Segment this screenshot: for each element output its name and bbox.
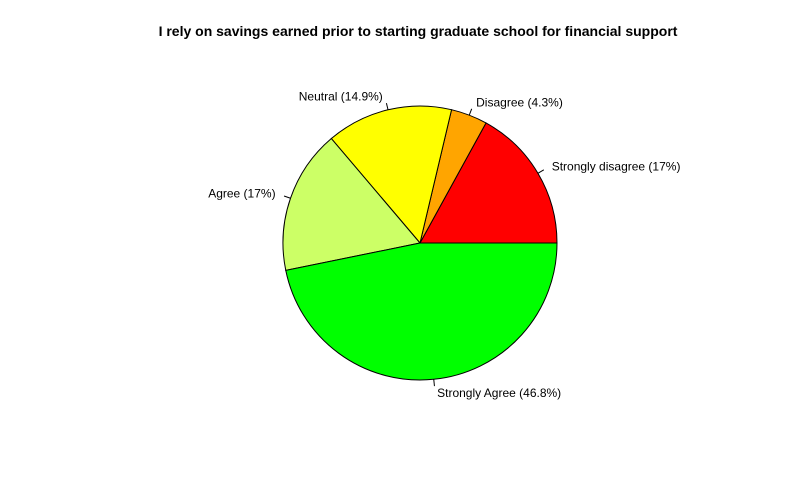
leader-line-strongly-disagree (537, 169, 545, 174)
slice-label-disagree: Disagree (4.3%) (476, 95, 563, 109)
leader-line-agree (283, 195, 291, 199)
slice-label-agree: Agree (17%) (208, 187, 275, 201)
pie-slice-strongly-disagree (419, 122, 558, 244)
slice-label-strongly-disagree: Strongly disagree (17%) (552, 159, 681, 173)
chart-title: I rely on savings earned prior to starti… (159, 23, 678, 39)
leader-line-strongly-agree (433, 379, 435, 387)
pie-labels: Strongly disagree (17%) Disagree (4.3%) Ne… (208, 89, 680, 399)
slice-label-strongly-agree: Strongly Agree (46.8%) (437, 386, 561, 400)
leader-line-disagree (468, 108, 473, 116)
pie-slice-strongly-agree (285, 242, 558, 381)
slice-label-neutral: Neutral (14.9%) (299, 89, 383, 103)
pie-slices (282, 105, 558, 381)
leader-line-neutral (385, 103, 389, 110)
